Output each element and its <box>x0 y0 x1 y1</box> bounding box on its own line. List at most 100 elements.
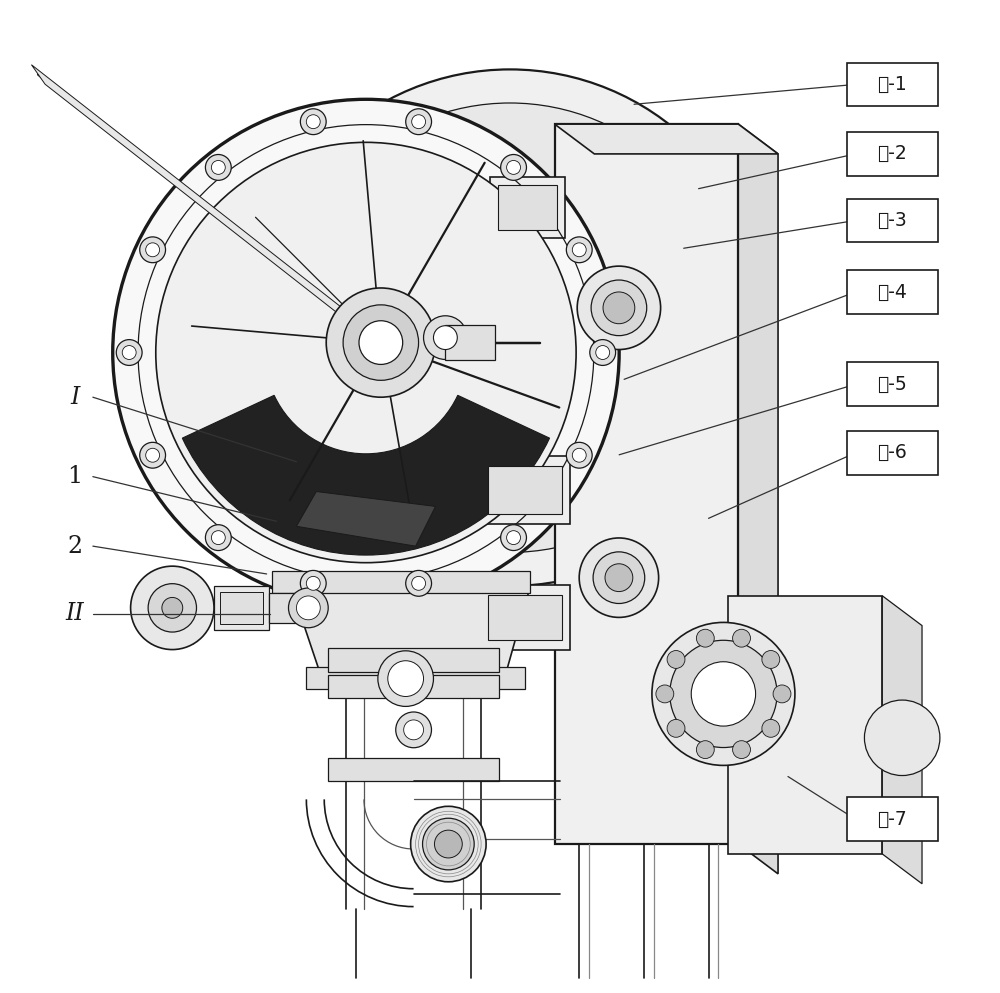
Circle shape <box>396 712 431 748</box>
Bar <box>488 595 562 639</box>
FancyBboxPatch shape <box>847 270 938 314</box>
Circle shape <box>670 640 777 748</box>
Circle shape <box>285 103 735 552</box>
Bar <box>728 596 882 854</box>
Circle shape <box>501 524 526 550</box>
Text: 四-2: 四-2 <box>877 144 907 164</box>
Circle shape <box>652 623 795 766</box>
Circle shape <box>404 720 424 740</box>
Circle shape <box>667 650 685 668</box>
Polygon shape <box>31 65 388 353</box>
Circle shape <box>406 570 432 596</box>
Bar <box>445 325 495 360</box>
Circle shape <box>326 288 435 397</box>
Circle shape <box>591 280 647 336</box>
Circle shape <box>691 661 756 726</box>
Circle shape <box>162 598 183 619</box>
Circle shape <box>423 818 474 870</box>
Circle shape <box>252 70 768 586</box>
Circle shape <box>156 142 576 563</box>
Bar <box>272 571 530 593</box>
Circle shape <box>140 237 166 263</box>
Polygon shape <box>291 588 530 676</box>
Circle shape <box>406 109 432 135</box>
Circle shape <box>501 155 526 181</box>
Bar <box>488 466 562 513</box>
Bar <box>328 674 499 698</box>
Text: 四-6: 四-6 <box>877 443 907 463</box>
Circle shape <box>359 321 403 364</box>
Bar <box>480 585 570 649</box>
Text: 2: 2 <box>67 534 83 558</box>
Circle shape <box>593 552 645 604</box>
Circle shape <box>300 570 326 596</box>
Circle shape <box>762 719 780 737</box>
Polygon shape <box>738 124 778 874</box>
Bar <box>480 456 570 523</box>
FancyBboxPatch shape <box>847 199 938 242</box>
Bar <box>269 593 308 623</box>
Circle shape <box>762 650 780 668</box>
Bar <box>306 666 525 688</box>
Circle shape <box>116 340 142 365</box>
Circle shape <box>572 243 586 257</box>
Circle shape <box>667 719 685 737</box>
Circle shape <box>140 442 166 468</box>
Text: 四-4: 四-4 <box>877 282 907 302</box>
Bar <box>490 177 565 238</box>
Circle shape <box>343 305 419 380</box>
Text: 四-3: 四-3 <box>877 211 907 230</box>
Polygon shape <box>882 596 922 884</box>
Circle shape <box>146 243 160 257</box>
Circle shape <box>434 830 462 858</box>
Circle shape <box>656 685 674 703</box>
Bar <box>328 758 499 781</box>
Bar <box>328 648 499 672</box>
Wedge shape <box>182 395 550 555</box>
Circle shape <box>579 538 659 618</box>
Circle shape <box>696 630 714 647</box>
Circle shape <box>211 530 225 544</box>
Circle shape <box>205 155 231 181</box>
Circle shape <box>507 530 521 544</box>
Circle shape <box>605 564 633 592</box>
Bar <box>555 124 738 844</box>
Text: 四-7: 四-7 <box>877 809 907 829</box>
Circle shape <box>148 584 196 633</box>
Text: 四-1: 四-1 <box>877 74 907 94</box>
Bar <box>214 586 269 630</box>
Circle shape <box>205 524 231 550</box>
Text: I: I <box>70 385 80 409</box>
Circle shape <box>131 566 214 649</box>
Circle shape <box>864 700 940 776</box>
Bar <box>220 592 263 624</box>
Circle shape <box>146 448 160 462</box>
Circle shape <box>577 266 661 350</box>
FancyBboxPatch shape <box>847 63 938 106</box>
Text: 四-5: 四-5 <box>877 374 907 394</box>
Circle shape <box>296 596 320 620</box>
Circle shape <box>122 346 136 359</box>
Circle shape <box>211 161 225 175</box>
Circle shape <box>378 650 433 706</box>
FancyBboxPatch shape <box>847 431 938 475</box>
Circle shape <box>412 576 426 590</box>
Circle shape <box>566 442 592 468</box>
Circle shape <box>507 161 521 175</box>
Text: II: II <box>66 602 84 626</box>
FancyBboxPatch shape <box>847 362 938 406</box>
Circle shape <box>572 448 586 462</box>
FancyBboxPatch shape <box>847 132 938 176</box>
Circle shape <box>773 685 791 703</box>
Circle shape <box>411 806 486 882</box>
Circle shape <box>306 576 320 590</box>
Circle shape <box>424 316 467 359</box>
Circle shape <box>590 340 616 365</box>
Circle shape <box>603 292 635 324</box>
Circle shape <box>288 588 328 628</box>
Circle shape <box>300 109 326 135</box>
Bar <box>498 185 557 230</box>
Circle shape <box>113 99 619 606</box>
Circle shape <box>596 346 610 359</box>
Circle shape <box>433 326 457 350</box>
